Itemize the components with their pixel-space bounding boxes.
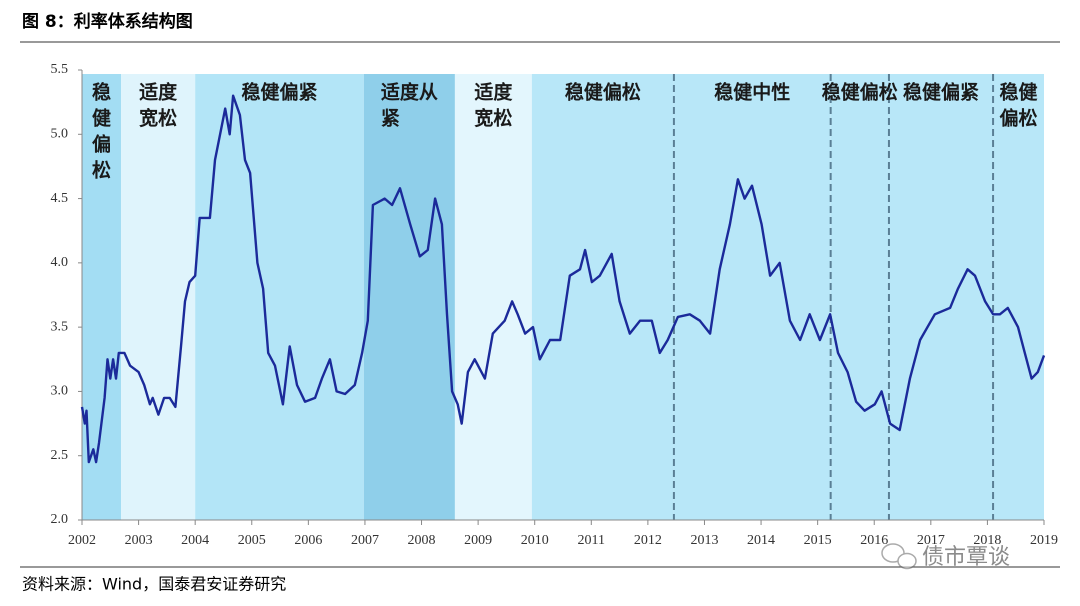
source-note: 资料来源：Wind，国泰君安证券研究 (22, 575, 286, 594)
rate-line (80, 94, 1046, 464)
period-band (195, 74, 364, 520)
period-band (363, 74, 455, 520)
watermark-icon (881, 543, 917, 570)
period-band (830, 74, 889, 520)
x-tick-label: 2017 (917, 533, 945, 548)
x-tick-label: 2013 (690, 533, 718, 548)
x-tick-label: 2006 (294, 533, 322, 548)
y-tick-label: 3.0 (51, 384, 69, 399)
period-label: 稳健偏紧 (903, 81, 979, 104)
period-label: 稳健中性 (714, 81, 790, 104)
x-tick-label: 2014 (747, 533, 775, 548)
period-label: 适度从 (381, 81, 438, 104)
x-tick-label: 2011 (578, 533, 605, 548)
x-tick-label: 2012 (634, 533, 662, 548)
y-tick-label: 2.0 (51, 512, 69, 527)
x-tick-label: 2016 (860, 533, 888, 548)
period-label: 松 (92, 159, 111, 182)
period-band (531, 74, 674, 520)
x-tick-label: 2002 (68, 533, 96, 548)
period-band (454, 74, 532, 520)
x-tick-label: 2018 (973, 533, 1001, 548)
period-band (888, 74, 994, 520)
x-tick-label: 2008 (408, 533, 436, 548)
x-tick-label: 2015 (804, 533, 832, 548)
y-tick-label: 4.5 (51, 191, 69, 206)
period-label: 健 (92, 107, 111, 130)
x-tick-label: 2009 (464, 533, 492, 548)
period-label: 稳健 (1000, 81, 1038, 104)
period-label: 偏松 (1000, 107, 1038, 130)
period-label: 适度 (139, 81, 178, 104)
chart-title: 图 8：利率体系结构图 (22, 11, 193, 32)
y-tick-label: 4.0 (51, 255, 69, 270)
x-tick-label: 2003 (125, 533, 153, 548)
watermark: 债市覃谈 (922, 545, 1010, 570)
period-band (993, 74, 1044, 520)
period-label: 适度 (474, 81, 513, 104)
x-tick-label: 2004 (181, 533, 209, 548)
period-label: 偏 (92, 133, 111, 156)
period-label: 稳 (92, 81, 111, 104)
x-tick-label: 2019 (1030, 533, 1058, 548)
period-label: 稳健偏松 (822, 81, 898, 104)
x-tick-label: 2010 (521, 533, 549, 548)
period-label: 稳健偏松 (565, 81, 641, 104)
y-tick-label: 5.5 (51, 62, 69, 77)
y-tick-label: 2.5 (51, 448, 69, 463)
period-label: 稳健偏紧 (241, 81, 317, 104)
period-band (673, 74, 831, 520)
period-label: 紧 (381, 108, 400, 130)
period-label: 宽松 (139, 107, 177, 130)
y-tick-label: 3.5 (51, 319, 69, 334)
y-tick-label: 5.0 (51, 127, 69, 142)
x-tick-label: 2005 (238, 533, 266, 548)
x-tick-label: 2007 (351, 533, 379, 548)
period-label: 宽松 (474, 107, 512, 130)
period-band (121, 74, 196, 520)
